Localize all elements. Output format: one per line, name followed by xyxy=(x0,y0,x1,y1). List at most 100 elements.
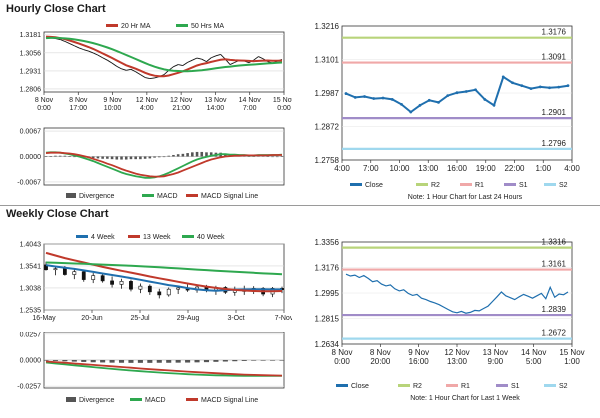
close-segment xyxy=(258,56,264,60)
legend: Divergence MACD MACD Signal Line xyxy=(66,193,258,200)
weekly-section-title: Weekly Close Chart xyxy=(6,208,109,220)
divergence-bar xyxy=(241,360,247,361)
y-tick-label: 1.2815 xyxy=(315,314,340,323)
candle-body xyxy=(129,281,133,290)
close-point xyxy=(400,103,403,106)
y-tick-label: 1.4043 xyxy=(20,242,42,249)
y-tick-label: 0.0000 xyxy=(20,358,42,365)
legend-item-swatch xyxy=(66,193,76,198)
divergence-bar xyxy=(124,156,128,160)
x-tick-label: 13 Nov 14:00 xyxy=(204,97,227,112)
close-point xyxy=(446,94,450,98)
divergence-bar xyxy=(68,156,71,157)
x-tick-label: 3-Oct xyxy=(227,315,244,322)
close-segment xyxy=(253,56,259,61)
close-segment xyxy=(78,47,84,51)
divergence-bar xyxy=(266,156,270,157)
r1-level-label: 1.3091 xyxy=(542,53,567,62)
close-point xyxy=(390,98,394,101)
y-tick-label: 0.0000 xyxy=(20,154,42,161)
x-tick-label: 15 Nov 1:00 xyxy=(559,348,584,366)
x-tick-label: 29-Aug xyxy=(177,315,200,322)
x-tick-label: 22:00 xyxy=(504,164,525,173)
close-point xyxy=(474,88,477,92)
legend-item: S1 xyxy=(511,383,520,390)
legend: 20 Hr MA 50 Hrs MA xyxy=(106,23,224,30)
divergence-bar xyxy=(194,360,200,363)
close-point xyxy=(372,97,376,100)
x-tick-label: 19:00 xyxy=(476,164,497,173)
close-segment xyxy=(178,64,183,66)
legend-item: R1 xyxy=(461,383,470,390)
x-tick-label: 9 Nov 10:00 xyxy=(103,97,122,112)
close-point xyxy=(455,91,459,95)
y-tick-label: -0.0257 xyxy=(17,384,41,391)
x-tick-label: 13:00 xyxy=(418,164,439,173)
divergence-bar xyxy=(54,155,57,157)
signal-series-line xyxy=(45,360,283,377)
divergence-bar xyxy=(109,360,115,363)
y-tick-label: 1.2987 xyxy=(315,89,340,98)
y-tick-label: 1.3176 xyxy=(315,263,340,272)
divergence-bar xyxy=(271,156,274,158)
r2-level-label: 1.3316 xyxy=(542,238,567,247)
candle-body xyxy=(138,285,143,290)
y-tick-label: 1.3181 xyxy=(20,32,42,39)
close-point xyxy=(363,95,366,98)
plot-area xyxy=(43,243,285,311)
legend-item: MACD Signal Line xyxy=(201,397,258,404)
y-tick-label: 1.2931 xyxy=(20,68,42,75)
candle-body xyxy=(110,280,114,285)
close-segment xyxy=(102,57,108,61)
divergence-bar xyxy=(280,156,284,157)
close-segment xyxy=(74,45,80,49)
hourly-section-title: Hourly Close Chart xyxy=(6,3,106,15)
divergence-bar xyxy=(101,156,104,159)
close-segment xyxy=(83,49,89,52)
legend-item: S2 xyxy=(559,182,568,189)
close-segment xyxy=(107,59,113,64)
legend-item: MACD Signal Line xyxy=(201,193,258,200)
s2-level-label: 1.2796 xyxy=(542,139,567,148)
x-tick-label: 14 Nov 7:00 xyxy=(239,97,262,112)
divergence-bar xyxy=(222,360,228,362)
close-series xyxy=(345,273,569,314)
close-segment xyxy=(121,68,127,71)
divergence-bar xyxy=(156,360,162,363)
chart-svg: 0.0067 0.0000 -0.0067 Divergence MACD MACD Si… xyxy=(17,127,285,200)
close-segment xyxy=(64,40,70,44)
close-segment xyxy=(116,66,122,70)
x-tick-label: 16:00 xyxy=(447,164,468,173)
divergence-bar xyxy=(200,151,204,157)
divergence-bar xyxy=(203,360,210,363)
candle-body xyxy=(62,268,67,275)
legend-item: 40 Week xyxy=(197,234,225,241)
x-tick-label: 13 Nov 9:00 xyxy=(483,348,508,366)
x-tick-label: 8 Nov 20:00 xyxy=(370,348,391,366)
close-segment xyxy=(215,53,221,57)
legend-item: 20 Hr MA xyxy=(121,23,151,30)
close-point xyxy=(520,84,524,88)
candle-body xyxy=(166,288,171,296)
divergence-bar xyxy=(166,360,172,363)
close-segment xyxy=(111,62,118,67)
legend-item: MACD xyxy=(145,397,166,404)
close-segment xyxy=(196,57,202,60)
legend-item: Divergence xyxy=(79,193,115,200)
close-point xyxy=(511,81,514,85)
hourly-pivot-chart: 1.3216 1.3101 1.2987 1.2872 1.2758 1.3176 1.30… xyxy=(298,10,596,205)
divergence-bar xyxy=(205,152,208,157)
x-tick-label: 12 Nov 21:00 xyxy=(170,97,193,112)
chart-svg: 0.0257 0.0000 -0.0257 Divergence MACD MACD Si… xyxy=(17,331,285,404)
divergence-bar xyxy=(62,360,68,362)
candle-body xyxy=(72,271,77,275)
x-tick-label: 4:00 xyxy=(334,164,350,173)
divergence-bar xyxy=(52,360,58,361)
divergence-bar xyxy=(153,156,156,158)
close-segment xyxy=(135,71,141,76)
weekly-macd-chart: 0.0257 0.0000 -0.0257 Divergence MACD MACD Si… xyxy=(0,331,292,413)
candle-body xyxy=(176,287,181,290)
close-segment xyxy=(140,74,146,78)
divergence-bar xyxy=(186,153,189,157)
divergence-bar xyxy=(251,360,257,361)
